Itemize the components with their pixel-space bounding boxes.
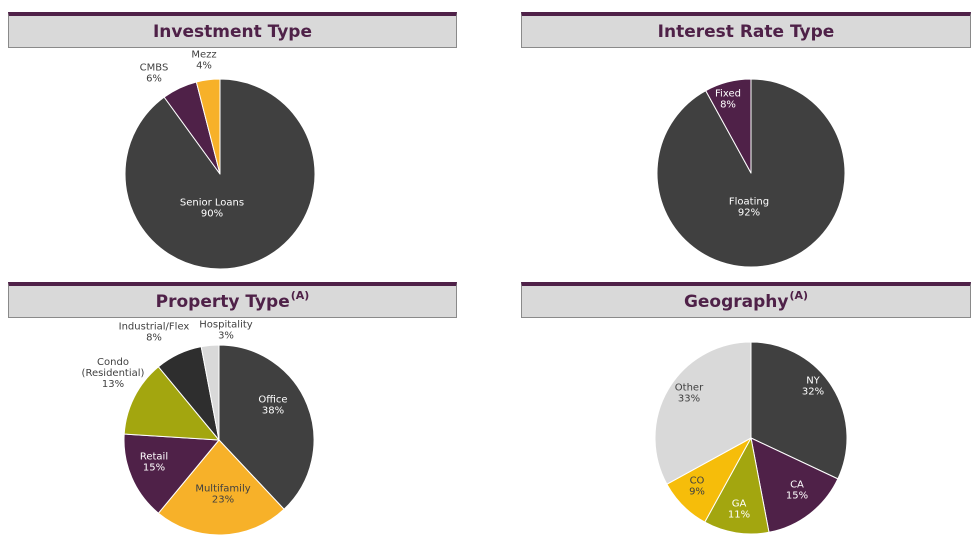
geography-slice-ca: [750, 437, 839, 533]
property-label-office: Office 38%: [258, 395, 287, 417]
property-slice-condo-residential: [123, 366, 220, 441]
geography-title: Geography: [683, 291, 789, 312]
geography-header: Geography (A): [521, 282, 971, 318]
property-slice-office: [218, 344, 315, 510]
property-label-retail: Retail 15%: [140, 452, 168, 474]
property-slice-retail: [123, 433, 220, 514]
geography-label-other: Other 33%: [675, 383, 704, 405]
interest-label-fixed: Fixed 8%: [715, 89, 741, 111]
investment-type-header: Investment Type: [8, 12, 457, 48]
investment-label-mezz: Mezz 4%: [191, 50, 216, 72]
interest-rate-type-header: Interest Rate Type: [521, 12, 971, 48]
property-type-header: Property Type (A): [8, 282, 457, 318]
geography-label-ga: GA 11%: [728, 499, 750, 521]
geography-footnote: (A): [789, 289, 809, 302]
property-label-industrial-flex: Industrial/Flex 8%: [119, 322, 190, 344]
geography-slice-ny: [750, 341, 848, 480]
interest-rate-type-title: Interest Rate Type: [657, 21, 835, 42]
investment-slice-mezz: [195, 78, 221, 175]
interest-label-floating: Floating 92%: [729, 197, 769, 219]
property-label-condo-residential: Condo (Residential) 13%: [82, 357, 145, 390]
interest-slice-fixed: [705, 78, 752, 174]
investment-label-cmbs: CMBS 6%: [140, 63, 169, 85]
geography-slice-other: [654, 341, 752, 485]
property-type-title: Property Type: [155, 291, 290, 312]
geography-label-co: CO 9%: [689, 476, 705, 498]
property-label-multifamily: Multifamily 23%: [195, 484, 250, 506]
investment-label-senior-loans: Senior Loans 90%: [180, 198, 244, 220]
property-slice-hospitality: [200, 344, 220, 441]
property-type-footnote: (A): [290, 289, 310, 302]
geography-label-ny: NY 32%: [802, 376, 824, 398]
geography-label-ca: CA 15%: [786, 480, 808, 502]
property-slice-multifamily: [157, 439, 285, 536]
property-label-hospitality: Hospitality 3%: [199, 320, 253, 342]
investment-type-title: Investment Type: [152, 21, 313, 42]
geography-slice-ga: [704, 437, 770, 535]
